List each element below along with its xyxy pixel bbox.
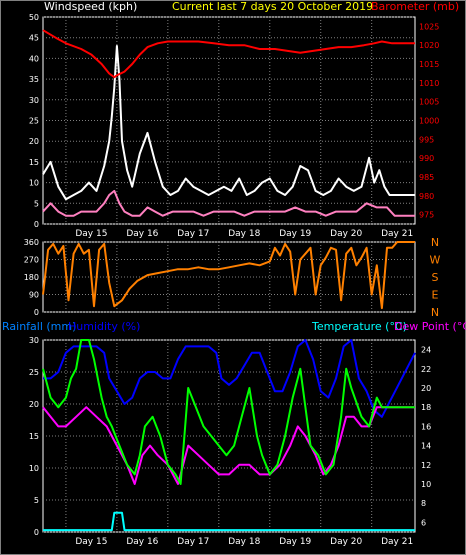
- direction-y-tick-label: 360: [24, 238, 39, 247]
- wind-y-tick-label: 45: [29, 34, 39, 43]
- wind-y-tick-label: 25: [29, 117, 39, 126]
- compass-label: E: [432, 289, 439, 302]
- wind-y-tick-label: 20: [29, 137, 39, 146]
- rain-y-tick-label: 30: [29, 336, 39, 345]
- wind-y-tick-label: 10: [29, 179, 39, 188]
- x-tick-label: Day 16: [126, 229, 158, 239]
- x-tick-label: Day 19: [279, 537, 311, 547]
- rain-y-tick-label: 15: [29, 432, 39, 441]
- barometer-axis-title: Barometer (mb): [371, 0, 459, 13]
- rain-y-tick-label: 0: [34, 528, 39, 537]
- barometer-y-tick-label: 990: [419, 154, 434, 163]
- compass-label: W: [430, 254, 441, 267]
- temperature-line: [42, 339, 415, 485]
- direction-y-tick-label: 180: [24, 273, 39, 282]
- direction-y-tick-label: 270: [24, 256, 39, 265]
- rain-temp-panel: 0 5 10 15 20 25 30 6 8 10 12 14 16 18 20 22 24 Day 15 Day …: [29, 336, 431, 547]
- rainfall-axis-title: Rainfall (mm): [2, 320, 76, 333]
- temperature-y-tick-label: 16: [421, 422, 431, 431]
- compass-label: S: [432, 271, 439, 284]
- wind-y-tick-label: 35: [29, 75, 39, 84]
- x-tick-label: Day 18: [228, 537, 260, 547]
- temperature-y-tick-label: 6: [421, 518, 426, 527]
- rain-y-tick-label: 10: [29, 464, 39, 473]
- barometer-y-tick-label: 1020: [419, 41, 439, 50]
- direction-y-tick-label: 90: [29, 291, 39, 300]
- x-tick-label: Day 18: [228, 229, 260, 239]
- barometer-y-tick-label: 975: [419, 211, 434, 220]
- x-tick-label: Day 21: [381, 537, 413, 547]
- chart-title: Current last 7 days 20 October 2019: [172, 0, 373, 13]
- temperature-y-tick-label: 24: [421, 346, 431, 355]
- wind-y-tick-label: 40: [29, 54, 39, 63]
- wind-gust-line: [42, 45, 415, 201]
- direction-y-tick-label: 0: [34, 308, 39, 317]
- x-tick-label: Day 17: [177, 537, 209, 547]
- wind-y-tick-label: 5: [34, 199, 39, 208]
- wind-direction-line: [42, 241, 415, 310]
- wind-axis-title: Windspeed (kph): [44, 0, 137, 13]
- wind-average-line: [42, 189, 415, 217]
- barometer-y-tick-label: 1015: [419, 60, 439, 69]
- barometer-y-tick-label: 985: [419, 173, 434, 182]
- x-tick-label: Day 19: [279, 229, 311, 239]
- x-tick-label: Day 21: [381, 229, 413, 239]
- x-tick-label: Day 20: [330, 537, 362, 547]
- x-tick-label: Day 15: [75, 229, 107, 239]
- temperature-y-tick-label: 14: [421, 442, 431, 451]
- temperature-y-tick-label: 10: [421, 480, 431, 489]
- barometer-y-tick-label: 1010: [419, 79, 439, 88]
- humidity-axis-title: Humidity (%): [68, 320, 140, 333]
- humidity-line: [43, 339, 416, 418]
- barometer-y-tick-label: 1000: [419, 117, 439, 126]
- temperature-axis-title: Temperature (°C): [311, 320, 407, 333]
- temperature-y-tick-label: 20: [421, 384, 431, 393]
- x-tick-label: Day 16: [126, 537, 158, 547]
- wind-y-tick-label: 15: [29, 158, 39, 167]
- x-tick-label: Day 17: [177, 229, 209, 239]
- temperature-y-tick-label: 22: [421, 365, 431, 374]
- wind-barometer-panel: 0510152025303540455097598098599099510001…: [29, 13, 440, 239]
- rain-y-tick-label: 5: [34, 496, 39, 505]
- rain-y-tick-label: 20: [29, 400, 39, 409]
- temperature-y-tick-label: 18: [421, 403, 431, 412]
- compass-label: N: [431, 236, 439, 249]
- barometer-y-tick-label: 980: [419, 192, 434, 201]
- x-tick-label: Day 20: [330, 229, 362, 239]
- compass-label: N: [431, 306, 439, 319]
- wind-y-tick-label: 30: [29, 96, 39, 105]
- barometer-y-tick-label: 1025: [419, 22, 439, 31]
- rainfall-line: [43, 511, 415, 532]
- dewpoint-axis-title: Dew Point (°C): [394, 320, 466, 333]
- barometer-y-tick-label: 995: [419, 135, 434, 144]
- rain-y-tick-label: 25: [29, 368, 39, 377]
- temperature-y-tick-label: 8: [421, 499, 426, 508]
- wind-y-tick-label: 0: [34, 220, 39, 229]
- temperature-y-tick-label: 12: [421, 461, 431, 470]
- wind-y-tick-label: 50: [29, 13, 39, 22]
- barometer-line: [42, 29, 415, 79]
- barometer-y-tick-label: 1005: [419, 98, 439, 107]
- x-tick-label: Day 15: [75, 537, 107, 547]
